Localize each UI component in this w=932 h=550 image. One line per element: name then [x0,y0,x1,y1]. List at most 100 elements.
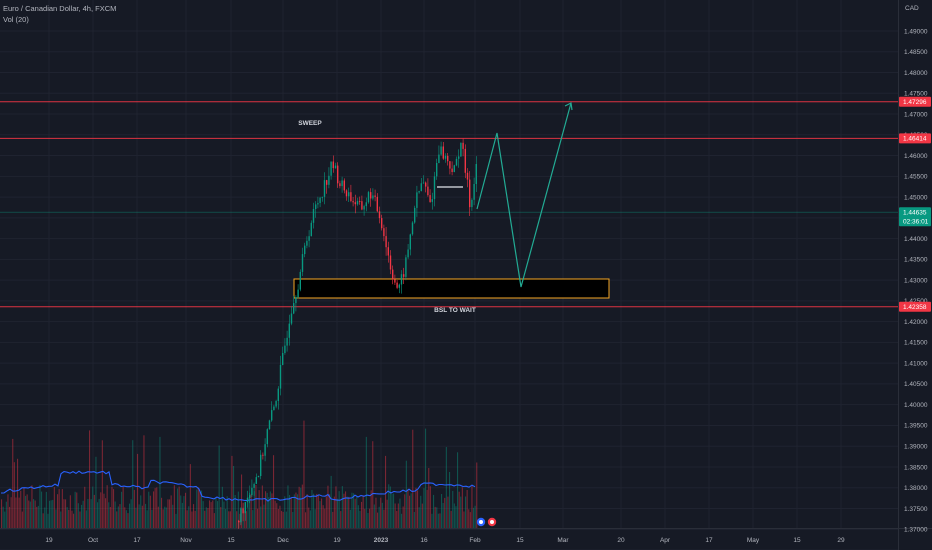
volume-bar [89,430,91,528]
time-axis-tick-label: Mar [557,537,569,544]
candle-body [354,202,356,205]
volume-bar [117,506,119,528]
volume-bar [175,513,177,528]
volume-bar [469,512,471,528]
price-axis-tick-label: 1.41500 [904,340,928,347]
volume-bar [189,464,191,528]
volume-bar [289,495,291,528]
candle-body [332,161,334,169]
volume-bar [49,500,51,528]
volume-bar [429,486,431,528]
price-tag-label: 1.44635 [903,210,927,217]
candle-body [409,234,411,250]
volume-bar [223,501,225,528]
volume-bar [269,491,271,528]
volume-bar [335,486,337,528]
volume-bar [263,504,265,528]
candle-body [398,284,400,288]
volume-bar [349,509,351,528]
candle-body [425,182,427,187]
volume-bar [183,496,185,528]
candle-body [372,195,374,199]
volume-bar [473,507,475,528]
price-axis-tick-label: 1.38500 [904,464,928,471]
volume-bar [290,498,292,528]
candle-body [438,154,440,163]
volume-bar [466,490,468,528]
volume-bar [37,505,39,528]
volume-bar [18,497,20,528]
volume-bar [380,497,382,528]
volume-bar [100,492,102,528]
projection-arrow-head [564,102,573,111]
volume-bar [20,490,22,528]
volume-moving-average-line [0,470,476,502]
volume-bar [93,494,95,528]
candle-body [317,203,319,205]
time-axis-tick-label: 15 [227,537,235,544]
time-axis-tick-label: May [747,537,760,544]
volume-bar [162,509,164,528]
candle-body [403,274,405,277]
price-tag-label: 1.46414 [903,136,927,143]
volume-bar [201,490,203,528]
volume-bar [13,462,15,528]
volume-bar [25,495,27,528]
volume-bar [423,488,425,528]
price-axis-tick-label: 1.39500 [904,423,928,430]
volume-bar [285,511,287,528]
candle-body [284,345,286,353]
candle-body [407,249,409,258]
candle-body [328,175,330,185]
price-axis-tick-label: 1.40500 [904,381,928,388]
volume-bar [60,511,62,528]
price-axis-tick-label: 1.42500 [904,298,928,305]
volume-bar [121,491,123,528]
volume-bar [228,511,230,528]
symbol-title[interactable]: Euro / Canadian Dollar, 4h, FXCM [3,4,117,13]
volume-bar [330,475,332,528]
volume-bar [261,485,263,528]
volume-bar [181,502,183,528]
volume-bar [173,485,175,528]
volume-bar [226,496,228,528]
volume-bar [218,445,220,528]
volume-bar [370,490,372,528]
volume-bar [39,484,41,528]
volume-bar [287,485,289,528]
volume-bar [9,506,11,528]
candle-body [277,388,279,401]
price-tag-label: 1.42358 [903,304,927,311]
time-axis-tick-label: 19 [45,537,53,544]
volume-bar [298,486,300,528]
volume-bar [399,498,401,528]
chart-grid [0,0,898,550]
volume-bar [426,489,428,528]
volume-bar [233,466,235,528]
candle-body [321,196,323,198]
volume-bar [457,452,459,528]
volume-bar [442,503,444,528]
volume-bar [317,495,319,528]
volume-bar [245,511,247,528]
volume-bar [167,499,169,528]
volume-bar [250,494,252,528]
volume-bar [119,504,121,528]
volume-bar [34,500,36,528]
volume-bar [436,507,438,528]
candle-body [350,192,352,201]
volume-bar [221,486,223,528]
price-axis-tick-label: 1.44000 [904,236,928,243]
volume-bar [33,499,35,528]
volume-bar [385,455,387,528]
volume-indicator-title[interactable]: Vol (20) [3,14,29,24]
volume-bar [417,490,419,528]
volume-bar [253,491,255,528]
candle-body [433,176,436,200]
volume-bar [257,508,259,528]
volume-bar [265,491,267,528]
volume-bar [28,500,30,528]
volume-bar [375,497,377,528]
volume-bar [455,506,457,528]
